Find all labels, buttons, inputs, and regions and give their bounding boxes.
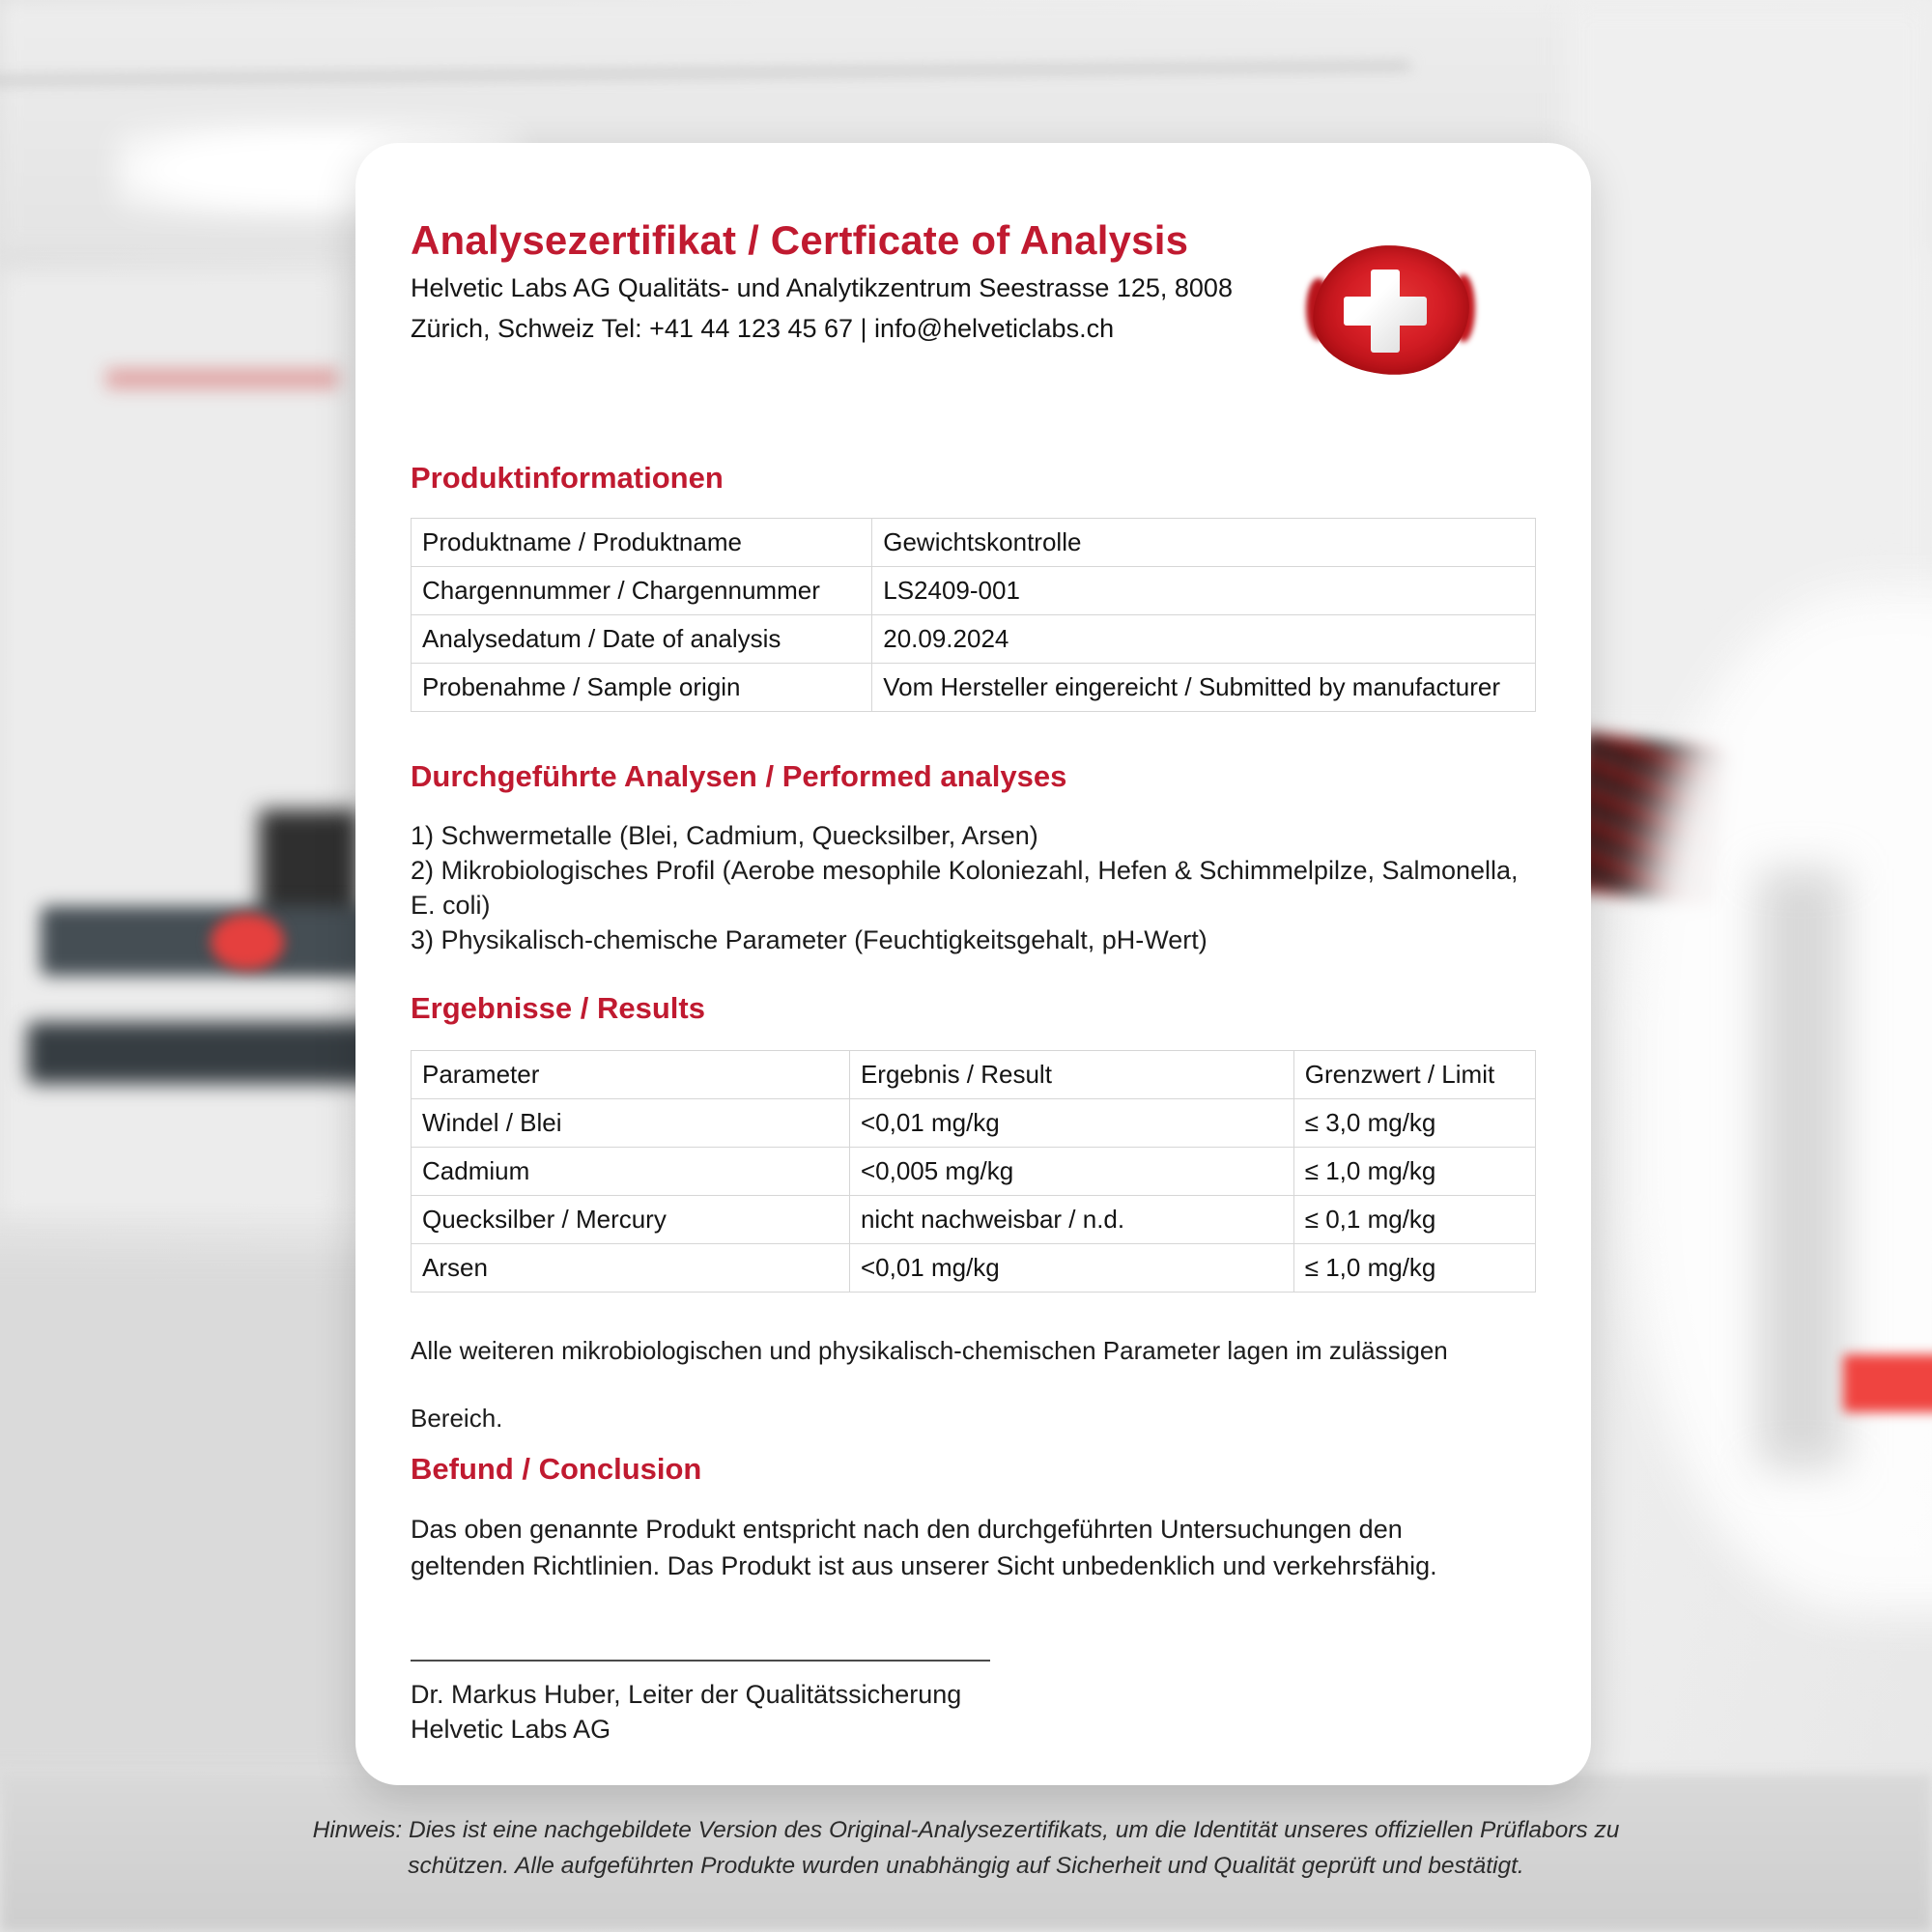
result-limit: ≤ 1,0 mg/kg: [1293, 1147, 1537, 1197]
lab-address-line-1: Helvetic Labs AG Qualitäts- und Analytik…: [411, 273, 1233, 303]
section-heading-analyses: Durchgeführte Analysen / Performed analy…: [411, 759, 1067, 794]
table-header-row: Parameter Ergebnis / Result Grenzwert / …: [411, 1050, 1537, 1100]
certificate-card: Analysezertifikat / Certficate of Analys…: [355, 143, 1591, 1785]
analyses-list: 1) Schwermetalle (Blei, Cadmium, Quecksi…: [411, 818, 1536, 957]
table-row: Cadmium <0,005 mg/kg ≤ 1,0 mg/kg: [411, 1147, 1537, 1197]
result-parameter: Windel / Blei: [411, 1098, 850, 1149]
signatory-name-title: Dr. Markus Huber, Leiter der Qualitätssi…: [411, 1680, 962, 1710]
table-row: Arsen <0,01 mg/kg ≤ 1,0 mg/kg: [411, 1243, 1537, 1293]
lab-address-line-2: Zürich, Schweiz Tel: +41 44 123 45 67 | …: [411, 314, 1115, 344]
table-row: Quecksilber / Mercury nicht nachweisbar …: [411, 1195, 1537, 1245]
analysis-item: 3) Physikalisch-chemische Parameter (Feu…: [411, 925, 1208, 955]
conclusion-text: Das oben genannte Produkt entspricht nac…: [411, 1515, 1437, 1581]
result-parameter: Arsen: [411, 1243, 850, 1293]
table-row: Windel / Blei <0,01 mg/kg ≤ 3,0 mg/kg: [411, 1098, 1537, 1149]
result-value: <0,005 mg/kg: [848, 1147, 1294, 1197]
results-header-parameter: Parameter: [411, 1050, 850, 1100]
section-heading-product-info: Produktinformationen: [411, 461, 724, 496]
table-row: Chargennummer / Chargennummer LS2409-001: [410, 566, 1536, 616]
footer-disclaimer-line-2: schützen. Alle aufgeführten Produkte wur…: [408, 1853, 1524, 1879]
page-title: Analysezertifikat / Certficate of Analys…: [411, 217, 1189, 263]
info-label: Probenahme / Sample origin: [410, 663, 873, 713]
result-limit: ≤ 3,0 mg/kg: [1293, 1098, 1537, 1149]
table-row: Analysedatum / Date of analysis 20.09.20…: [410, 614, 1536, 665]
result-value: nicht nachweisbar / n.d.: [848, 1195, 1294, 1245]
footer-disclaimer: Hinweis: Dies ist eine nachgebildete Ver…: [0, 1812, 1932, 1884]
footer-disclaimer-line-1: Hinweis: Dies ist eine nachgebildete Ver…: [312, 1817, 1620, 1843]
table-row: Probenahme / Sample origin Vom Herstelle…: [410, 663, 1536, 713]
analysis-item: 2) Mikrobiologisches Profil (Aerobe meso…: [411, 856, 1519, 921]
swiss-cross-icon: [1343, 297, 1427, 327]
bg-coat-shadow: [1758, 869, 1845, 1468]
results-note-line-2: Bereich.: [411, 1404, 503, 1434]
results-header-result: Ergebnis / Result: [848, 1050, 1294, 1100]
swiss-flag-logo: [1306, 242, 1475, 378]
table-row: Produktname / Produktname Gewichtskontro…: [410, 518, 1536, 568]
result-value: <0,01 mg/kg: [848, 1098, 1294, 1149]
info-label: Chargennummer / Chargennummer: [410, 566, 873, 616]
signature-line: [411, 1660, 990, 1662]
section-heading-results: Ergebnisse / Results: [411, 991, 705, 1026]
result-parameter: Quecksilber / Mercury: [411, 1195, 850, 1245]
bg-instrument-panel-2: [27, 1022, 386, 1084]
results-table: Parameter Ergebnis / Result Grenzwert / …: [411, 1050, 1537, 1293]
section-heading-conclusion: Befund / Conclusion: [411, 1452, 702, 1487]
results-note-line-1: Alle weiteren mikrobiologischen und phys…: [411, 1336, 1448, 1366]
result-limit: ≤ 1,0 mg/kg: [1293, 1243, 1537, 1293]
signatory-company: Helvetic Labs AG: [411, 1715, 611, 1745]
bg-instrument-red-indicator: [211, 914, 284, 970]
product-info-table: Produktname / Produktname Gewichtskontro…: [410, 518, 1536, 713]
info-value: LS2409-001: [871, 566, 1536, 616]
bg-floor: [0, 1774, 1932, 1932]
bg-red-sign: [1843, 1354, 1932, 1412]
info-value: 20.09.2024: [871, 614, 1536, 665]
info-label: Produktname / Produktname: [410, 518, 873, 568]
results-header-limit: Grenzwert / Limit: [1293, 1050, 1537, 1100]
bg-shelf-red-label: [106, 369, 338, 388]
info-label: Analysedatum / Date of analysis: [410, 614, 873, 665]
analysis-item: 1) Schwermetalle (Blei, Cadmium, Quecksi…: [411, 821, 1038, 851]
result-value: <0,01 mg/kg: [848, 1243, 1294, 1293]
result-limit: ≤ 0,1 mg/kg: [1293, 1195, 1537, 1245]
info-value: Gewichtskontrolle: [871, 518, 1536, 568]
result-parameter: Cadmium: [411, 1147, 850, 1197]
info-value: Vom Hersteller eingereicht / Submitted b…: [871, 663, 1536, 713]
